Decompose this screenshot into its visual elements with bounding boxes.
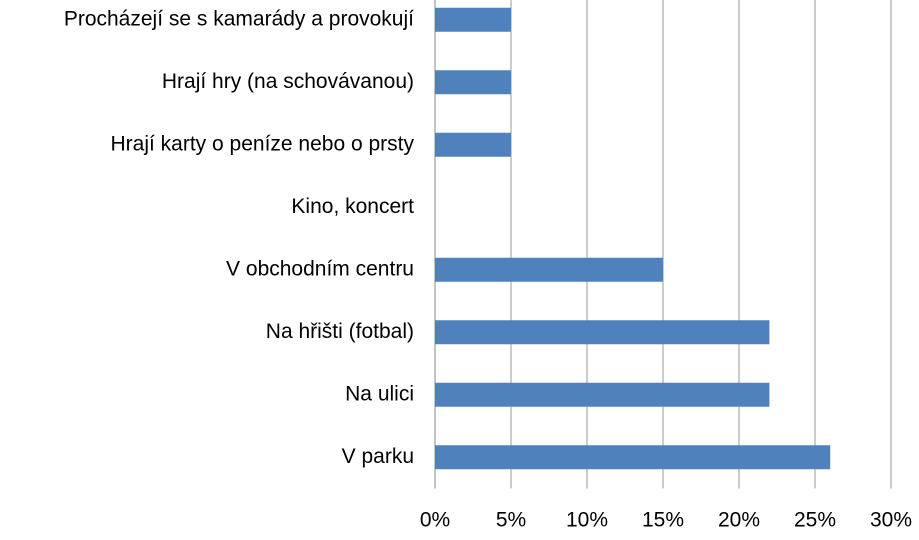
y-tick-label: Na ulici — [345, 382, 414, 405]
bar — [435, 257, 663, 282]
bar — [435, 70, 511, 95]
x-tick-label: 25% — [794, 509, 836, 532]
bar — [435, 132, 511, 157]
x-tick-label: 20% — [718, 509, 760, 532]
bar — [435, 320, 770, 345]
y-tick-label: Procházejí se s kamarády a provokují — [64, 7, 414, 30]
bar — [435, 7, 511, 32]
bar — [435, 382, 770, 407]
y-tick-label: Na hřišti (fotbal) — [266, 320, 414, 343]
x-tick-label: 5% — [496, 509, 526, 532]
y-tick-label: Kino, koncert — [291, 195, 414, 218]
y-tick-label: Hrají hry (na schovávanou) — [162, 70, 414, 93]
y-tick-label: Hrají karty o peníze nebo o prsty — [111, 132, 415, 155]
y-tick-label: V parku — [342, 445, 414, 468]
x-tick-label: 15% — [642, 509, 684, 532]
x-tick-label: 10% — [566, 509, 608, 532]
y-tick-label: V obchodním centru — [226, 257, 414, 280]
x-tick-label: 0% — [420, 509, 450, 532]
x-tick-label: 30% — [870, 509, 912, 532]
bar — [435, 445, 831, 470]
